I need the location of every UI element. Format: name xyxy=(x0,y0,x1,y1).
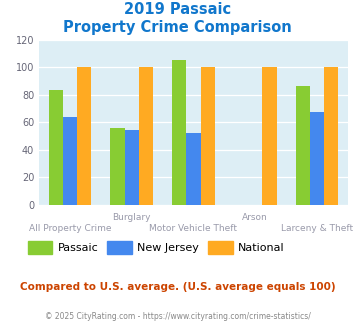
Bar xyxy=(77,67,91,205)
Bar xyxy=(186,133,201,205)
Bar xyxy=(125,130,139,205)
Legend: Passaic, New Jersey, National: Passaic, New Jersey, National xyxy=(23,237,289,258)
Text: Property Crime Comparison: Property Crime Comparison xyxy=(63,20,292,35)
Bar xyxy=(310,113,324,205)
Text: Burglary: Burglary xyxy=(113,213,151,222)
Text: Compared to U.S. average. (U.S. average equals 100): Compared to U.S. average. (U.S. average … xyxy=(20,282,335,292)
Text: 2019 Passaic: 2019 Passaic xyxy=(124,2,231,16)
Bar xyxy=(139,67,153,205)
Text: © 2025 CityRating.com - https://www.cityrating.com/crime-statistics/: © 2025 CityRating.com - https://www.city… xyxy=(45,312,310,321)
Bar xyxy=(110,128,125,205)
Text: Arson: Arson xyxy=(242,213,268,222)
Text: Motor Vehicle Theft: Motor Vehicle Theft xyxy=(149,224,237,233)
Bar xyxy=(262,67,277,205)
Bar xyxy=(172,60,186,205)
Text: All Property Crime: All Property Crime xyxy=(29,224,111,233)
Bar xyxy=(324,67,338,205)
Text: Larceny & Theft: Larceny & Theft xyxy=(281,224,353,233)
Bar xyxy=(49,90,63,205)
Bar xyxy=(63,116,77,205)
Bar xyxy=(201,67,215,205)
Bar xyxy=(296,86,310,205)
